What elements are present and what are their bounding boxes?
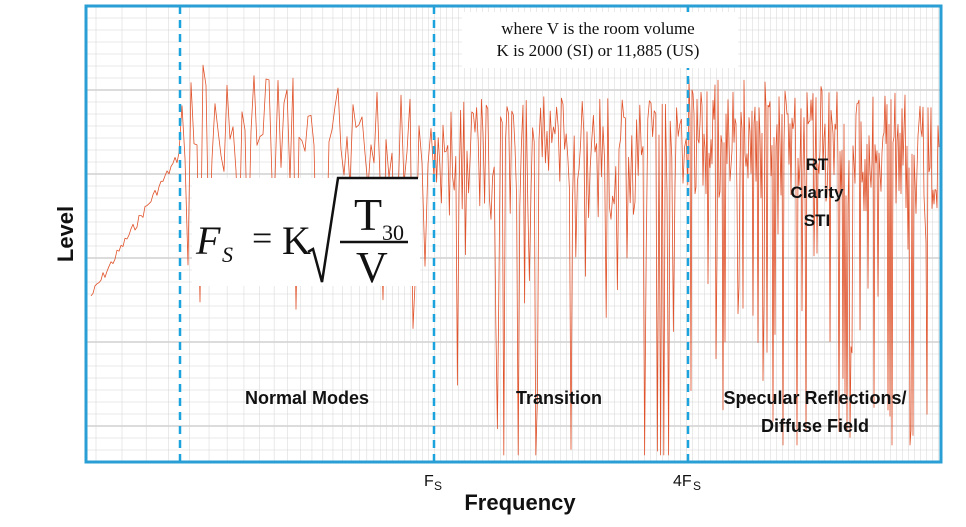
x-tick-4fs-sub: S bbox=[693, 479, 701, 493]
x-tick-fs-main: F bbox=[424, 473, 434, 490]
region-normal-modes: Normal Modes bbox=[245, 388, 369, 408]
region-transition: Transition bbox=[516, 388, 602, 408]
note-line-2: K is 2000 (SI) or 11,885 (US) bbox=[497, 41, 700, 60]
radical-sign bbox=[307, 176, 418, 283]
region-specular-line-2: Diffuse Field bbox=[761, 416, 869, 436]
formula-constant: K bbox=[282, 218, 311, 263]
formula-backdrop bbox=[192, 178, 420, 286]
x-axis-label: Frequency bbox=[464, 490, 576, 515]
plot-frame bbox=[84, 4, 943, 464]
schroeder-formula: F S = K T 30 V bbox=[192, 176, 420, 292]
x-tick-4fs: 4F S bbox=[673, 473, 701, 493]
formula-numerator-subscript: 30 bbox=[382, 220, 404, 245]
region-specular-line-1: Specular Reflections/ bbox=[723, 388, 906, 408]
metrics-label: RT Clarity STI bbox=[791, 155, 844, 230]
note-box bbox=[462, 12, 738, 68]
formula-equals: = bbox=[252, 218, 272, 258]
formula-lhs: F bbox=[195, 218, 221, 263]
metric-rt: RT bbox=[806, 155, 829, 174]
x-tick-fs: F S bbox=[424, 473, 442, 493]
y-axis-label: Level bbox=[53, 206, 78, 262]
formula-numerator: T bbox=[354, 189, 382, 240]
metric-clarity: Clarity bbox=[791, 183, 844, 202]
x-tick-fs-sub: S bbox=[434, 479, 442, 493]
formula-denominator: V bbox=[356, 243, 388, 292]
formula-lhs-subscript: S bbox=[222, 242, 233, 267]
metric-sti: STI bbox=[804, 211, 830, 230]
x-tick-4fs-main: 4F bbox=[673, 473, 692, 490]
note-line-1: where V is the room volume bbox=[501, 19, 694, 38]
